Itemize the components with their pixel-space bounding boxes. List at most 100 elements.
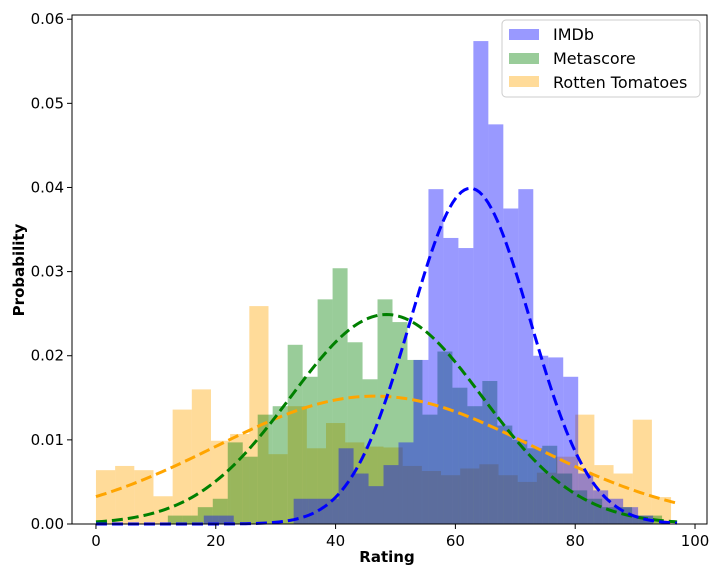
bar-rotten-tomatoes-9	[268, 454, 288, 524]
bar-imdb-21	[518, 189, 534, 524]
legend-label-imdb: IMDb	[553, 25, 594, 44]
bar-rotten-tomatoes-4	[172, 409, 192, 524]
bar-metascore-8	[287, 344, 303, 524]
bar-imdb-8	[323, 498, 339, 524]
x-tick-label-0: 0	[91, 532, 101, 550]
bar-imdb-10	[353, 473, 369, 524]
y-tick-label-6: 0.06	[31, 10, 64, 28]
bar-rotten-tomatoes-22	[517, 481, 537, 524]
x-tick-label-100: 100	[681, 532, 710, 550]
bar-rotten-tomatoes-16	[402, 465, 422, 524]
y-tick-label-1: 0.01	[31, 431, 64, 449]
bar-metascore-31	[632, 515, 648, 524]
bars-metascore	[167, 268, 663, 524]
bar-imdb-24	[563, 376, 579, 524]
bar-metascore-7	[272, 406, 288, 524]
bar-imdb-1	[218, 515, 234, 524]
bar-rotten-tomatoes-29	[651, 497, 672, 524]
bar-rotten-tomatoes-23	[536, 472, 557, 524]
y-tick-label-3: 0.03	[31, 263, 64, 281]
legend: IMDb Metascore Rotten Tomatoes	[501, 19, 701, 98]
bar-metascore-9	[302, 376, 318, 524]
bar-metascore-24	[527, 448, 543, 524]
bar-imdb-7	[308, 498, 324, 524]
x-tick-label-20: 20	[206, 532, 225, 550]
bar-metascore-17	[422, 414, 438, 524]
bar-metascore-20	[467, 406, 483, 524]
bar-metascore-26	[557, 473, 573, 524]
y-tick-label-4: 0.04	[31, 178, 64, 196]
bar-imdb-16	[443, 237, 459, 524]
x-axis-title: Rating	[359, 548, 414, 566]
bar-rotten-tomatoes-2	[134, 470, 154, 524]
x-tick-label-40: 40	[326, 532, 345, 550]
bar-metascore-1	[182, 515, 198, 524]
bar-metascore-22	[497, 425, 513, 524]
bar-rotten-tomatoes-17	[421, 471, 442, 524]
bar-metascore-6	[257, 414, 273, 524]
bar-rotten-tomatoes-24	[556, 456, 576, 524]
legend-label-rotten-tomatoes: Rotten Tomatoes	[553, 73, 687, 92]
bar-imdb-13	[398, 442, 414, 524]
bar-metascore-14	[377, 299, 393, 524]
bar-rotten-tomatoes-0	[95, 470, 116, 524]
bar-metascore-10	[317, 299, 333, 524]
bar-rotten-tomatoes-11	[306, 448, 326, 524]
bar-imdb-0	[203, 515, 219, 524]
bar-metascore-25	[542, 445, 558, 524]
bar-metascore-11	[332, 268, 348, 524]
legend-swatch-imdb	[509, 29, 539, 40]
bar-metascore-19	[452, 387, 468, 524]
bar-imdb-12	[383, 465, 399, 524]
bar-imdb-14	[413, 359, 429, 524]
fit-curve-metascore	[95, 313, 678, 524]
x-tick-label-60: 60	[446, 532, 465, 550]
bar-metascore-2	[197, 507, 213, 524]
y-tick-label-2: 0.02	[31, 347, 64, 365]
bar-rotten-tomatoes-18	[441, 475, 461, 524]
y-tick-label-5: 0.05	[31, 94, 64, 112]
bars-rotten-tomatoes	[95, 306, 672, 524]
bar-metascore-23	[512, 439, 528, 524]
y-axis-title: Probability	[10, 223, 28, 316]
bar-rotten-tomatoes-10	[287, 406, 307, 524]
bar-metascore-18	[437, 351, 453, 524]
bar-metascore-13	[362, 379, 378, 524]
bar-rotten-tomatoes-1	[115, 465, 135, 524]
bar-rotten-tomatoes-12	[326, 423, 346, 524]
bar-imdb-15	[428, 189, 444, 524]
plot-area-frame	[71, 14, 708, 525]
bar-metascore-3	[212, 498, 228, 524]
bars-imdb	[203, 41, 654, 525]
bar-metascore-4	[227, 442, 243, 524]
bar-imdb-17	[458, 248, 474, 525]
bar-rotten-tomatoes-7	[230, 433, 250, 524]
bar-imdb-18	[473, 41, 489, 524]
bar-rotten-tomatoes-28	[632, 419, 652, 524]
bar-rotten-tomatoes-5	[191, 389, 211, 524]
x-axis-ticks: 0 20 40 60 80 100	[91, 524, 709, 550]
legend-swatch-rotten-tomatoes	[509, 76, 539, 87]
bar-imdb-22	[533, 355, 549, 524]
bar-metascore-12	[347, 342, 363, 524]
bar-metascore-0	[167, 515, 183, 524]
bar-imdb-20	[503, 208, 519, 524]
legend-swatch-metascore	[509, 53, 539, 64]
bar-imdb-19	[488, 124, 504, 525]
y-axis-ticks: 0.00 0.01 0.02 0.03 0.04 0.05 0.06	[31, 10, 72, 533]
legend-box	[501, 19, 701, 98]
legend-label-metascore: Metascore	[553, 49, 636, 68]
bar-rotten-tomatoes-20	[479, 464, 499, 524]
bar-imdb-11	[368, 486, 384, 524]
bar-metascore-5	[242, 456, 258, 524]
histogram-bars	[95, 41, 672, 525]
bar-rotten-tomatoes-6	[210, 440, 231, 524]
bar-rotten-tomatoes-15	[383, 447, 403, 524]
bar-rotten-tomatoes-8	[249, 306, 269, 524]
bar-rotten-tomatoes-19	[460, 468, 480, 524]
bar-rotten-tomatoes-21	[498, 475, 518, 524]
bar-metascore-21	[482, 380, 498, 524]
y-tick-label-0: 0.00	[31, 515, 64, 533]
x-tick-label-80: 80	[566, 532, 585, 550]
